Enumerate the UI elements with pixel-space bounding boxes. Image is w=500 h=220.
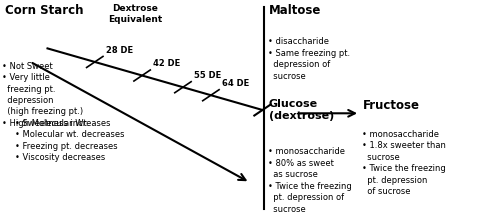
Text: • monosaccharide
• 1.8x sweeter than
  sucrose
• Twice the freezing
  pt. depres: • monosaccharide • 1.8x sweeter than suc…: [362, 130, 446, 196]
Text: Dextrose
Equivalent: Dextrose Equivalent: [108, 4, 162, 24]
Text: • Not Sweet
• Very little
  freezing pt.
  depression
  (high freezing pt.)
• Hi: • Not Sweet • Very little freezing pt. d…: [2, 62, 90, 128]
Text: 64 DE: 64 DE: [222, 79, 249, 88]
Text: Fructose: Fructose: [362, 99, 420, 112]
Text: 55 DE: 55 DE: [194, 71, 221, 80]
Text: • disaccharide
• Same freezing pt.
  depression of
  sucrose: • disaccharide • Same freezing pt. depre…: [268, 37, 350, 81]
Text: • Sweetness increases
• Molecular wt. decreases
• Freezing pt. decreases
• Visco: • Sweetness increases • Molecular wt. de…: [15, 119, 124, 162]
Text: 42 DE: 42 DE: [153, 59, 180, 68]
Text: Maltose: Maltose: [268, 4, 321, 17]
Text: Corn Starch: Corn Starch: [5, 4, 84, 17]
Text: Glucose
(dextrose): Glucose (dextrose): [268, 99, 334, 121]
Text: • monosaccharide
• 80% as sweet
  as sucrose
• Twice the freezing
  pt. depressi: • monosaccharide • 80% as sweet as sucro…: [268, 147, 352, 214]
Text: 28 DE: 28 DE: [106, 46, 133, 55]
